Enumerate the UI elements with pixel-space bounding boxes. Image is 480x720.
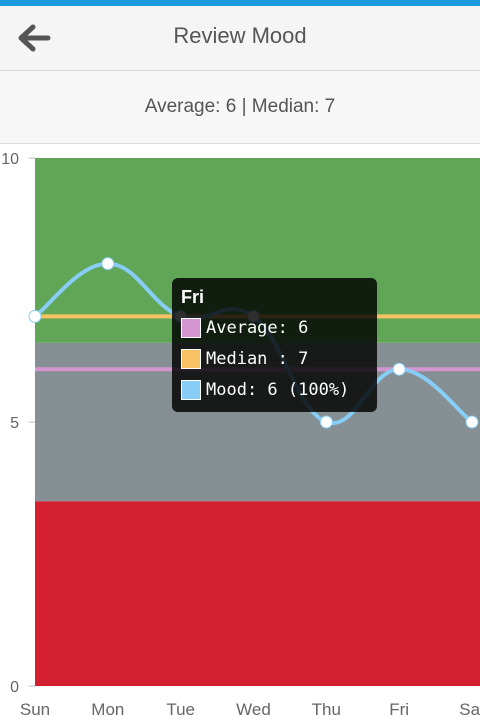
x-tick-label: Thu <box>312 700 341 719</box>
summary-text: Average: 6 | Median: 7 <box>0 96 480 118</box>
mood-point <box>465 415 479 429</box>
tooltip-swatch-mood <box>181 380 201 400</box>
mood-point <box>392 362 406 376</box>
chart-tooltip: Fri Average: 6 Median : 7 Mood: 6 (100%) <box>172 278 377 412</box>
x-tick-label: Sat <box>459 700 480 719</box>
tooltip-title: Fri <box>181 287 205 307</box>
tooltip-row-mood: Mood: 6 (100%) <box>181 378 349 402</box>
average-value: Average: 6 <box>144 96 237 117</box>
y-tick-label: 10 <box>1 151 19 168</box>
tooltip-row-median: Median : 7 <box>181 347 308 371</box>
tooltip-swatch-median <box>181 349 201 369</box>
x-tick-label: Wed <box>236 700 271 719</box>
tooltip-label-median: Median : 7 <box>206 349 309 369</box>
mood-chart[interactable]: 0 5 10 Sun Mon Tue Wed Thu Fri Sat <box>0 144 480 720</box>
arrow-left-icon <box>18 24 51 52</box>
median-value: Median: 7 <box>251 96 336 117</box>
x-tick-label: Mon <box>91 700 124 719</box>
summary-separator: | <box>236 96 252 117</box>
mood-point <box>101 257 115 271</box>
top-accent-bar <box>0 0 480 6</box>
mood-point <box>319 415 333 429</box>
mood-point <box>28 309 42 323</box>
x-tick-label: Tue <box>166 700 195 719</box>
page-title: Review Mood <box>173 23 307 48</box>
x-tick-label: Fri <box>389 700 409 719</box>
tooltip-label-mood: Mood: 6 (100%) <box>206 380 350 400</box>
mood-summary: Average: 6 | Median: 7 <box>0 71 480 144</box>
y-tick-label: 5 <box>10 415 19 432</box>
x-tick-label: Sun <box>20 700 50 719</box>
y-tick-label: 0 <box>10 679 19 696</box>
app-header: Review Mood <box>0 6 480 71</box>
band-bad <box>35 501 480 686</box>
tooltip-row-average: Average: 6 <box>181 316 308 340</box>
tooltip-swatch-average <box>181 318 201 338</box>
tooltip-label-average: Average: 6 <box>206 318 309 338</box>
back-button[interactable] <box>14 20 54 56</box>
